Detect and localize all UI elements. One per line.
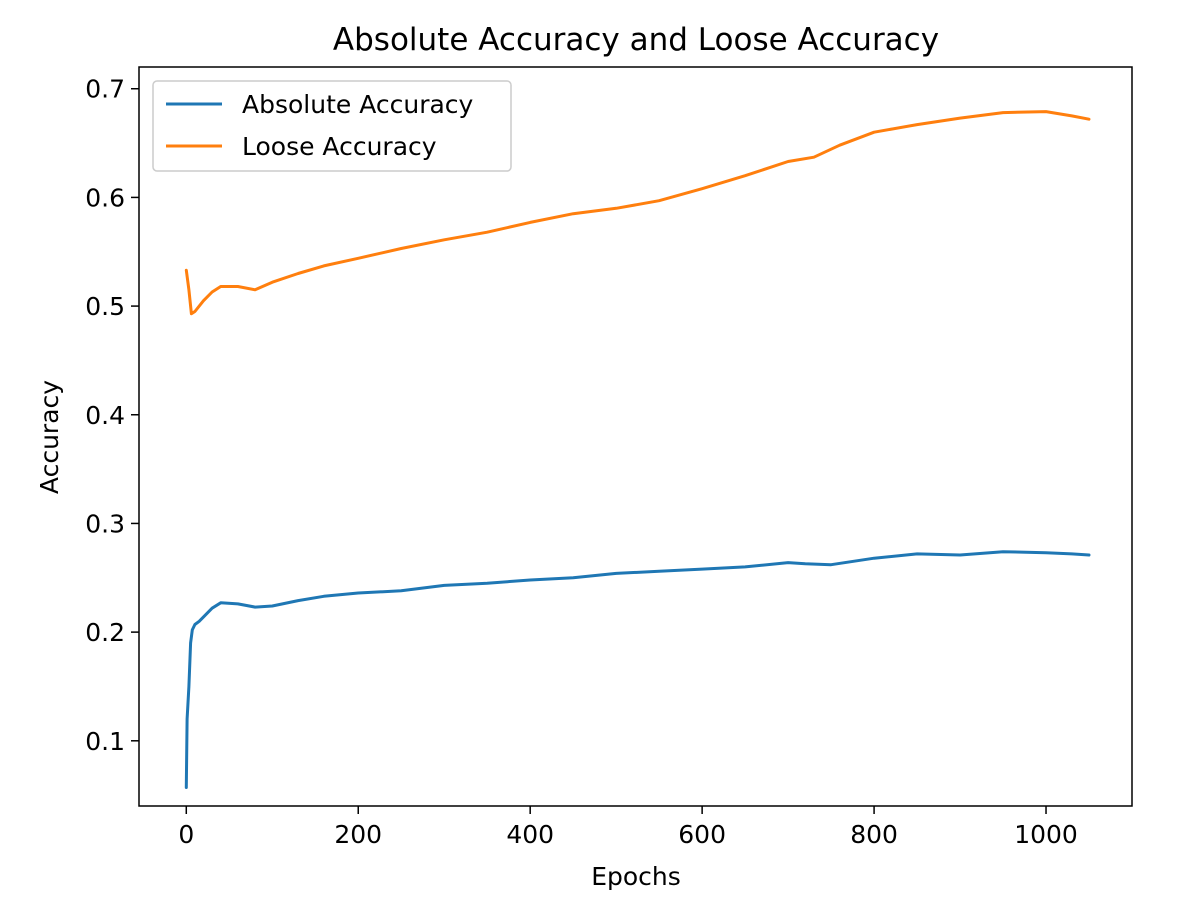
x-axis: 0 200 400 600 800 1000 xyxy=(178,806,1078,849)
x-tick-label: 200 xyxy=(334,820,382,849)
series-line-absolute-accuracy xyxy=(184,550,1091,789)
series-layer xyxy=(184,110,1091,789)
plot-frame xyxy=(138,66,1133,807)
x-tick-label: 800 xyxy=(850,820,898,849)
y-tick-label: 0.2 xyxy=(85,618,125,647)
y-axis: 0.1 0.2 0.3 0.4 0.5 0.6 0.7 xyxy=(85,75,139,756)
x-tick-label: 400 xyxy=(506,820,554,849)
x-tick-label: 0 xyxy=(178,820,194,849)
chart-title: Absolute Accuracy and Loose Accuracy xyxy=(333,22,939,58)
legend: Absolute Accuracy Loose Accuracy xyxy=(152,80,512,172)
y-axis-label: Accuracy xyxy=(35,380,64,494)
x-tick-label: 600 xyxy=(678,820,726,849)
legend-label-absolute-accuracy: Absolute Accuracy xyxy=(242,90,474,119)
y-tick-label: 0.3 xyxy=(85,509,125,538)
y-tick-label: 0.6 xyxy=(85,183,125,212)
y-tick-label: 0.1 xyxy=(85,727,125,756)
legend-box xyxy=(152,80,512,172)
y-tick-label: 0.7 xyxy=(85,75,125,104)
x-tick-label: 1000 xyxy=(1014,820,1078,849)
series-line-loose-accuracy xyxy=(184,110,1091,316)
y-tick-label: 0.4 xyxy=(85,401,125,430)
y-tick-label: 0.5 xyxy=(85,292,125,321)
legend-label-loose-accuracy: Loose Accuracy xyxy=(242,132,437,161)
x-axis-label: Epochs xyxy=(591,862,681,891)
